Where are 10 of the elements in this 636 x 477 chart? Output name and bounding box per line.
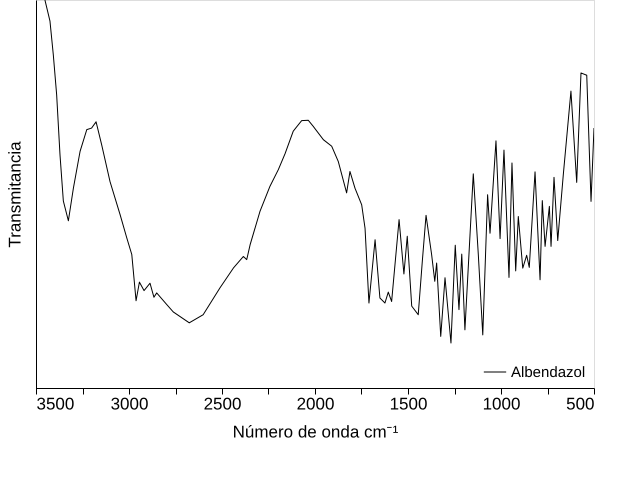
x-tick-label: 500 — [566, 394, 594, 414]
y-axis-title: Transmitancia — [6, 140, 24, 248]
x-tick-label: 1500 — [390, 394, 428, 414]
x-tick-label: 3000 — [110, 394, 148, 414]
x-tick-label: 3500 — [36, 394, 74, 414]
x-tick-label: 2000 — [296, 394, 334, 414]
x-tick-label: 1000 — [482, 394, 520, 414]
x-axis-title: Número de onda cm⁻¹ — [232, 422, 399, 442]
x-tick-label: 2500 — [204, 394, 242, 414]
legend-label: Albendazol — [511, 364, 586, 381]
